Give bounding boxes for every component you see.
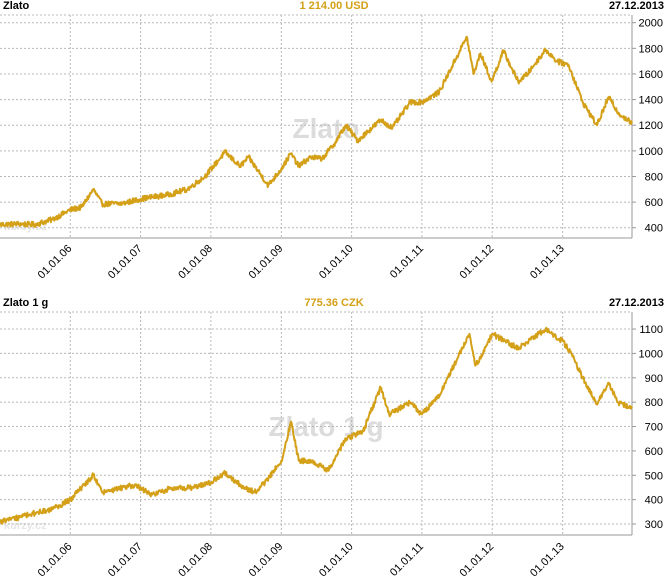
gold-czk-panel: Zlato 1 g 775.36 CZK 27.12.2013 Zlato 1 … — [0, 292, 668, 584]
x-tick-label: 01.01.11 — [388, 541, 426, 579]
chart-date: 27.12.2013 — [608, 297, 664, 309]
x-tick-label: 01.01.11 — [388, 243, 426, 281]
y-tick-label: 1600 — [639, 69, 663, 81]
x-tick-label: 01.01.08 — [176, 541, 215, 580]
chart-title: Zlato — [3, 0, 30, 12]
x-tick-label: 01.01.12 — [458, 243, 497, 282]
chart-date: 27.12.2013 — [608, 0, 664, 12]
y-tick-label: 1200 — [639, 120, 663, 132]
y-tick-label: 1400 — [639, 95, 663, 107]
y-tick-label: 1000 — [639, 348, 663, 360]
y-tick-label: 400 — [645, 223, 663, 235]
y-tick-label: 600 — [645, 446, 663, 458]
x-tick-label: 01.01.06 — [36, 541, 75, 580]
y-tick-label: 700 — [645, 422, 663, 434]
y-tick-label: 1100 — [639, 324, 663, 336]
x-tick-label: 01.01.12 — [458, 541, 497, 580]
x-tick-label: 01.01.10 — [317, 541, 356, 580]
x-tick-label: 01.01.09 — [247, 243, 286, 282]
y-tick-label: 400 — [645, 495, 663, 507]
x-tick-label: 01.01.13 — [528, 243, 567, 282]
x-tick-label: 01.01.08 — [176, 243, 215, 282]
y-tick-label: 600 — [645, 197, 663, 209]
x-tick-label: 01.01.07 — [106, 541, 145, 580]
y-tick-label: 300 — [645, 519, 663, 531]
gold-usd-panel: Zlato 1 214.00 USD 27.12.2013 Zlato kurzy… — [0, 0, 664, 282]
y-tick-label: 2000 — [639, 18, 663, 30]
x-tick-label: 01.01.10 — [317, 243, 356, 282]
x-tick-label: 01.01.06 — [36, 243, 75, 282]
y-tick-label: 500 — [645, 470, 663, 482]
y-tick-label: 800 — [645, 171, 663, 183]
site-watermark: kurzy.cz — [4, 520, 47, 532]
current-price: 1 214.00 USD — [299, 0, 369, 12]
y-tick-label: 1800 — [639, 43, 663, 55]
y-tick-label: 1000 — [639, 146, 663, 158]
x-tick-label: 01.01.07 — [106, 243, 145, 282]
y-tick-label: 800 — [645, 397, 663, 409]
x-tick-label: 01.01.13 — [528, 541, 567, 580]
price-series-line — [0, 326, 633, 525]
x-tick-label: 01.01.09 — [247, 541, 286, 580]
current-price: 775.36 CZK — [304, 297, 364, 309]
chart-title: Zlato 1 g — [3, 297, 49, 309]
price-series-line — [0, 35, 633, 228]
y-tick-label: 900 — [645, 373, 663, 385]
